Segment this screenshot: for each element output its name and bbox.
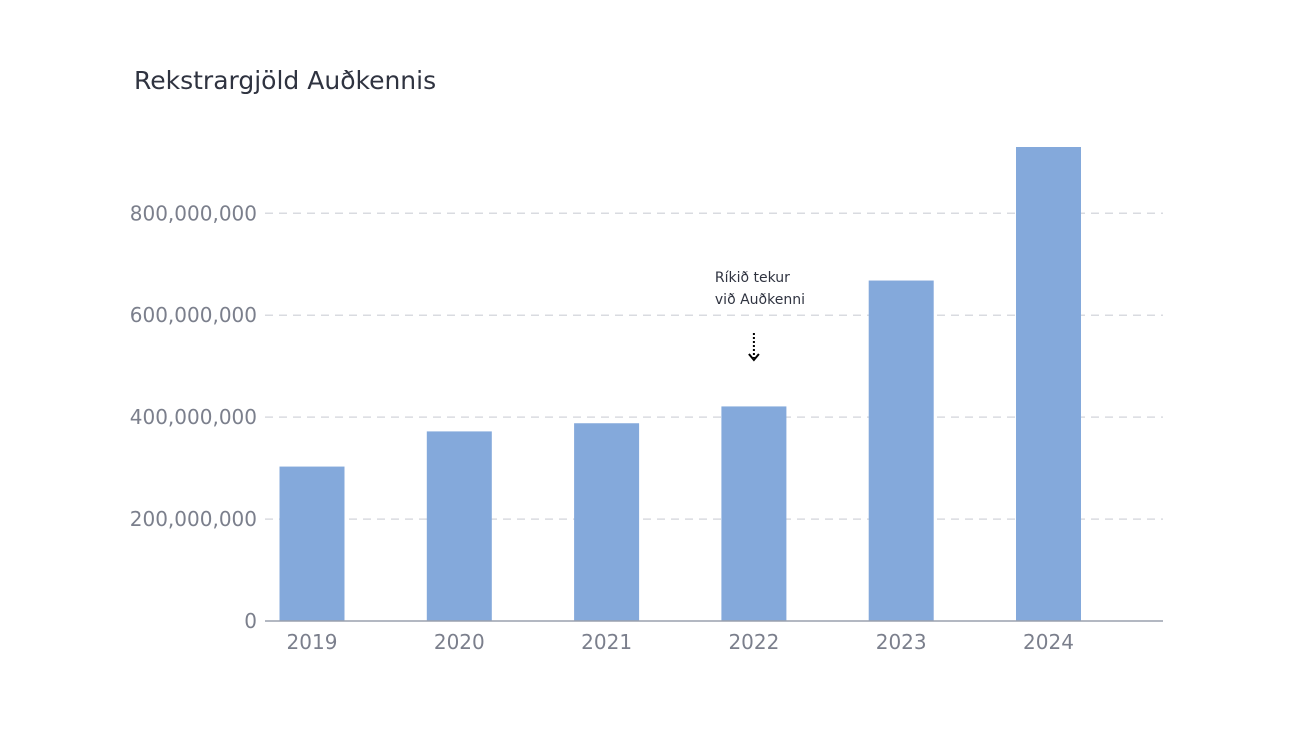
y-tick-label: 0: [244, 609, 257, 633]
annotation-line-1: Ríkið tekur: [715, 270, 790, 286]
annotation-line-2: við Auðkenni: [715, 292, 805, 308]
x-tick-label: 2023: [876, 630, 927, 654]
bars: [279, 147, 1081, 621]
x-tick-label: 2020: [434, 630, 485, 654]
y-tick-label: 200,000,000: [130, 507, 257, 531]
x-tick-label: 2019: [287, 630, 338, 654]
x-tick-label: 2022: [728, 630, 779, 654]
bar-2021: [574, 423, 640, 621]
bar-2020: [426, 431, 492, 621]
arrow-down-icon: [748, 353, 760, 362]
y-axis-ticks: 0 200,000,000 400,000,000 600,000,000 800,00…: [130, 201, 257, 633]
x-tick-label: 2024: [1023, 630, 1074, 654]
y-tick-label: 800,000,000: [130, 201, 257, 225]
annotation: Ríkið tekur við Auðkenni: [715, 270, 805, 362]
bar-2019: [279, 466, 345, 621]
x-tick-label: 2021: [581, 630, 632, 654]
x-axis-ticks: 2019 2020 2021 2022 2023 2024: [287, 630, 1074, 654]
bar-2024: [1016, 147, 1081, 621]
bar-2022: [721, 406, 787, 621]
y-tick-label: 600,000,000: [130, 303, 257, 327]
bar-2023: [868, 280, 934, 621]
grid-lines: [265, 212, 1163, 520]
y-tick-label: 400,000,000: [130, 405, 257, 429]
chart-title: Rekstrargjöld Auðkennis: [134, 66, 437, 95]
